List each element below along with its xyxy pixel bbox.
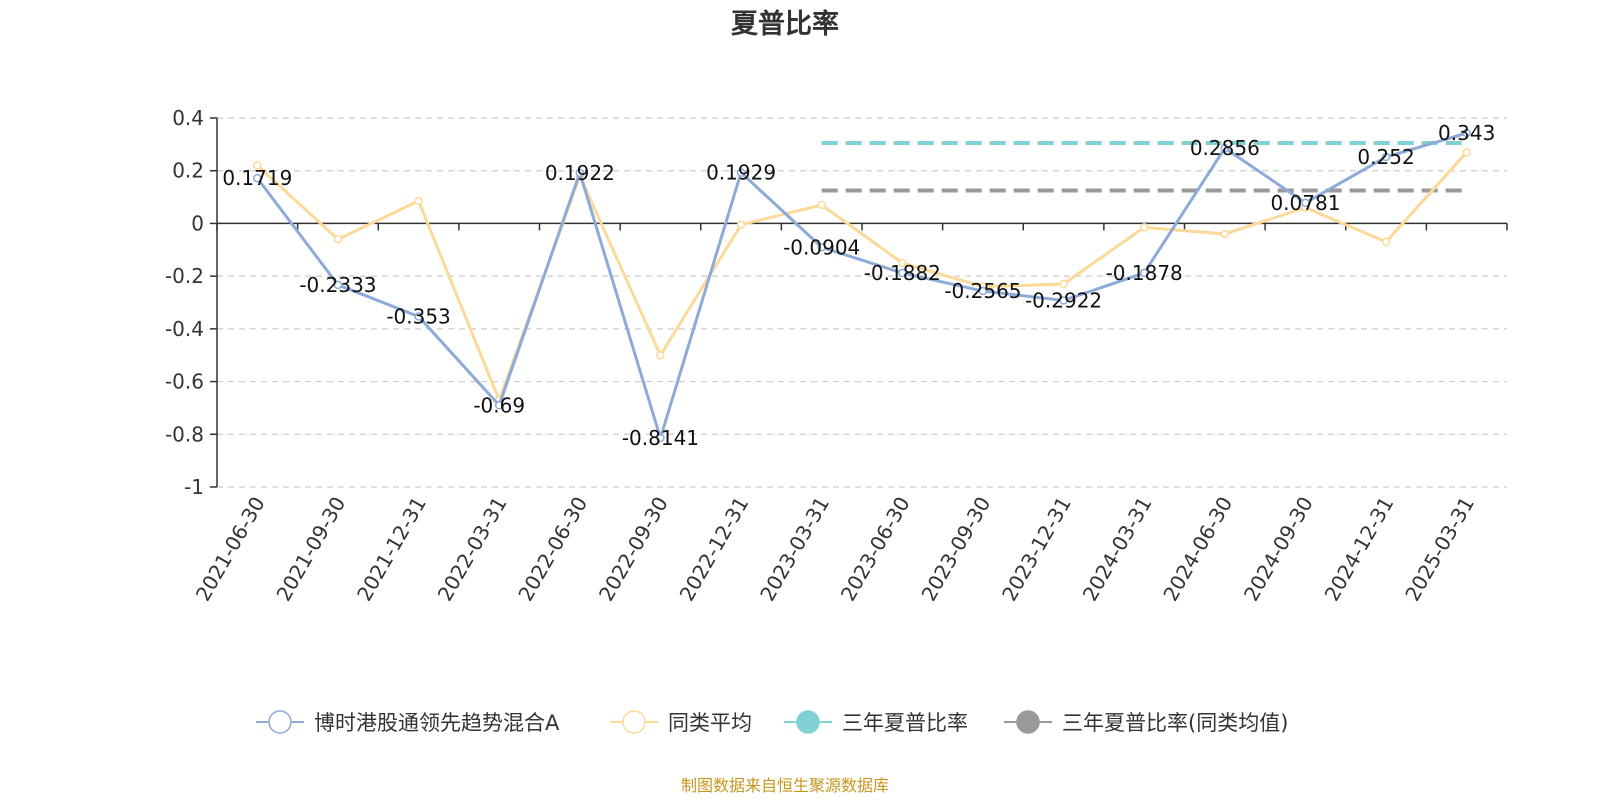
legend-label: 三年夏普比率 bbox=[842, 711, 968, 735]
data-label: -0.69 bbox=[473, 393, 525, 417]
y-tick-label: 0 bbox=[191, 211, 204, 235]
data-source-note: 制图数据来自恒生聚源数据库 bbox=[681, 776, 889, 795]
legend-marker-icon bbox=[796, 710, 820, 734]
data-label: 0.343 bbox=[1438, 121, 1495, 145]
fund-point bbox=[1462, 128, 1471, 138]
legend-three-year-sharpe-peer[interactable]: 三年夏普比率(同类均值) bbox=[1004, 710, 1288, 735]
data-label: 0.1922 bbox=[545, 161, 615, 185]
legend-peer-average[interactable]: 同类平均 bbox=[610, 710, 752, 735]
legend-fund[interactable]: 博时港股通领先趋势混合A bbox=[256, 710, 560, 735]
y-tick-label: -0.4 bbox=[165, 317, 204, 341]
x-tick-label: 2021-09-30 bbox=[271, 493, 350, 606]
legend-marker-icon bbox=[1016, 710, 1040, 734]
peer-average-point bbox=[1059, 279, 1068, 289]
peer-average-point bbox=[736, 220, 746, 229]
x-tick-label: 2022-09-30 bbox=[594, 493, 673, 606]
data-label: -0.353 bbox=[386, 304, 450, 328]
fund-point bbox=[736, 168, 746, 177]
x-tick-label: 2023-09-30 bbox=[916, 493, 995, 606]
legend[interactable]: 博时港股通领先趋势混合A 同类平均 三年夏普比率 三年夏普比率(同类均值) bbox=[256, 710, 1288, 735]
y-tick-label: -0.8 bbox=[165, 422, 204, 446]
peer-average-point bbox=[817, 200, 826, 210]
fund-point bbox=[575, 168, 585, 178]
fund-point bbox=[253, 173, 262, 183]
peer-average-point bbox=[253, 161, 262, 170]
grid-lines bbox=[217, 117, 1507, 488]
x-tick-label: 2025-03-31 bbox=[1400, 493, 1479, 606]
fund-point bbox=[1139, 268, 1149, 278]
reference-lines bbox=[821, 141, 1467, 193]
peer-average-point bbox=[414, 196, 423, 206]
data-label: 0.252 bbox=[1357, 145, 1414, 169]
x-tick-label: 2021-06-30 bbox=[191, 493, 270, 606]
data-label: 0.2856 bbox=[1190, 136, 1260, 160]
peer-average-point bbox=[898, 258, 907, 268]
data-label: -0.1882 bbox=[864, 261, 941, 285]
y-tick-label: -1 bbox=[184, 475, 204, 499]
series-lines bbox=[253, 128, 1471, 443]
fund-point bbox=[1220, 143, 1230, 153]
fund-point bbox=[978, 286, 988, 296]
x-tick-label: 2022-06-30 bbox=[513, 493, 592, 606]
data-label: -0.2333 bbox=[299, 273, 376, 297]
x-tick-label: 2022-12-31 bbox=[674, 493, 753, 606]
data-label: 0.0781 bbox=[1270, 191, 1340, 215]
fund-series-line bbox=[256, 131, 1468, 440]
legend-label: 博时港股通领先趋势混合A bbox=[314, 711, 560, 735]
fund-point bbox=[333, 280, 343, 290]
data-label: -0.8141 bbox=[622, 426, 699, 450]
fund-point bbox=[1381, 152, 1391, 162]
fund-point bbox=[414, 312, 423, 321]
data-label: -0.2565 bbox=[944, 279, 1021, 303]
fund-point bbox=[1301, 198, 1310, 208]
peer-average-point bbox=[333, 234, 343, 244]
data-label: 0.1719 bbox=[222, 166, 292, 190]
data-label: -0.1878 bbox=[1106, 261, 1183, 285]
data-label: -0.2922 bbox=[1025, 288, 1102, 312]
x-tick-label: 2022-03-31 bbox=[433, 493, 512, 606]
peer-average-point bbox=[1139, 223, 1149, 232]
fund-point bbox=[494, 401, 504, 410]
y-tick-label: 0.4 bbox=[172, 106, 204, 130]
y-tick-label: -0.6 bbox=[165, 370, 204, 394]
peer-average-series-line bbox=[256, 151, 1468, 402]
legend-three-year-sharpe[interactable]: 三年夏普比率 bbox=[784, 710, 968, 735]
peer-average-point bbox=[1381, 237, 1391, 247]
y-tick-label: 0.2 bbox=[172, 159, 204, 183]
data-label: -0.0904 bbox=[783, 235, 860, 259]
data-label: 0.1929 bbox=[706, 161, 776, 185]
legend-label: 三年夏普比率(同类均值) bbox=[1062, 711, 1288, 735]
y-tick-label: -0.2 bbox=[165, 264, 204, 288]
x-tick-label: 2024-06-30 bbox=[1158, 493, 1237, 606]
x-tick-label: 2023-12-31 bbox=[997, 493, 1076, 606]
fund-point bbox=[817, 243, 826, 252]
legend-marker-icon bbox=[268, 710, 292, 734]
fund-point bbox=[656, 433, 665, 443]
legend-label: 同类平均 bbox=[668, 711, 752, 735]
peer-average-point bbox=[656, 350, 665, 360]
x-tick-label: 2024-12-31 bbox=[1319, 493, 1398, 606]
x-tick-label: 2023-06-30 bbox=[836, 493, 915, 606]
x-tick-label: 2023-03-31 bbox=[755, 493, 834, 606]
x-tick-label: 2024-09-30 bbox=[1239, 493, 1318, 606]
peer-average-point bbox=[1220, 229, 1230, 239]
x-tick-label: 2021-12-31 bbox=[352, 493, 431, 606]
fund-point bbox=[898, 268, 907, 278]
legend-marker-icon bbox=[622, 710, 646, 734]
peer-average-point bbox=[1462, 148, 1471, 157]
fund-point bbox=[1059, 296, 1068, 305]
x-tick-label: 2024-03-31 bbox=[1078, 493, 1157, 606]
data-labels: 0.1719 -0.2333 -0.353 -0.69 0.1922 -0.8141 0.1… bbox=[222, 121, 1495, 450]
chart-title: 夏普比率 bbox=[731, 8, 839, 40]
